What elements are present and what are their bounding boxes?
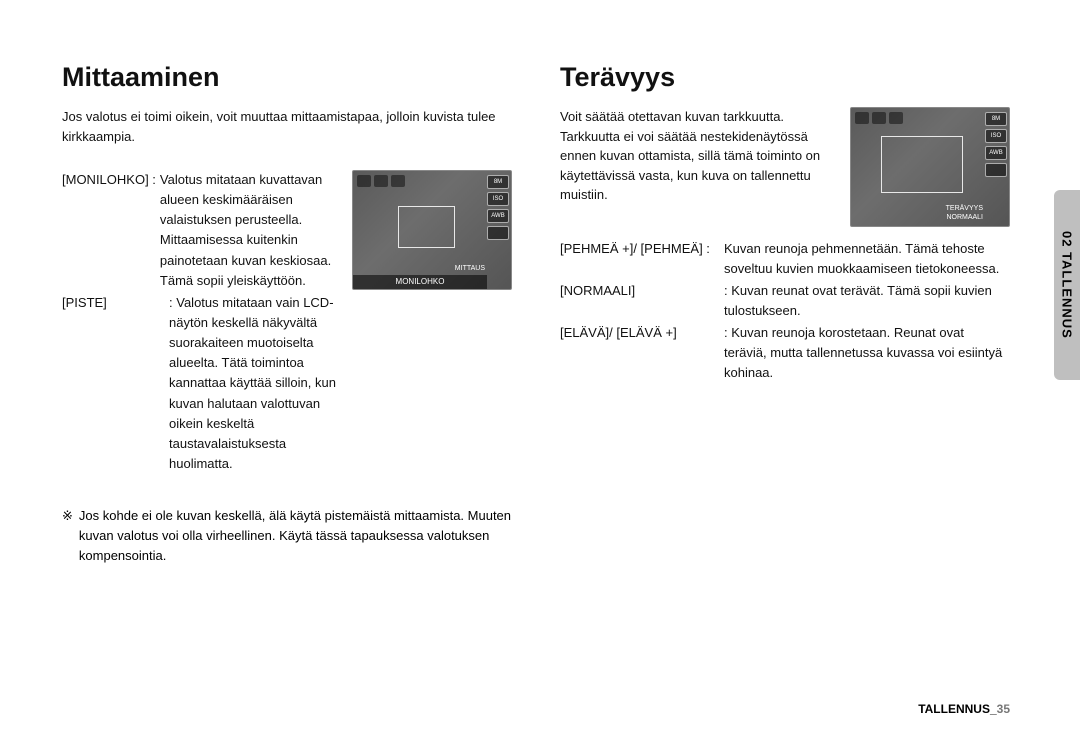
heading-mittaaminen: Mittaaminen: [62, 62, 512, 93]
lcd-sharpness-labels: TERÄVYYS NORMAALI: [946, 205, 983, 222]
intro-mittaaminen: Jos valotus ei toimi oikein, voit muutta…: [62, 107, 512, 146]
camera-lcd-sharpness: 8MISOAWB TERÄVYYS NORMAALI: [850, 107, 1010, 227]
def-text-elava: Kuvan reunoja korostetaan. Reunat ovat t…: [724, 325, 1002, 380]
heading-teravyys: Terävyys: [560, 62, 1010, 93]
section-mittaaminen: Mittaaminen Jos valotus ei toimi oikein,…: [62, 62, 512, 567]
def-text-pehmea: Kuvan reunoja pehmennetään. Tämä tehoste…: [724, 239, 1010, 279]
page-footer: TALLENNUS_35: [918, 702, 1010, 716]
lcd-bottom-label: MONILOHKO: [353, 275, 487, 289]
def-label-pehmea: [PEHMEÄ +]/ [PEHMEÄ] :: [560, 239, 724, 279]
note-mark-icon: ※: [62, 506, 79, 566]
note-text: Jos kohde ei ole kuvan keskellä, älä käy…: [79, 506, 512, 566]
def-label-normaali: [NORMAALI]: [560, 281, 724, 321]
section-teravyys: Terävyys 8MISOAWB TERÄVYYS NORMAALI Voit…: [560, 62, 1010, 567]
def-text-monilohko: Valotus mitataan kuvattavan alueen keski…: [160, 170, 338, 291]
definitions-right: [PEHMEÄ +]/ [PEHMEÄ] : Kuvan reunoja peh…: [560, 239, 1010, 384]
footer-page-number: 35: [997, 702, 1010, 716]
section-tab-label: 02 TALLENNUS: [1060, 231, 1075, 339]
def-label-piste: [PISTE]: [62, 293, 169, 474]
footer-text: TALLENNUS_: [918, 702, 996, 716]
def-text-piste: Valotus mitataan vain LCD-näytön keskell…: [169, 295, 336, 471]
camera-lcd-metering: 8MISOAWB MITTAUS MONILOHKO: [352, 170, 512, 290]
def-label-elava: [ELÄVÄ]/ [ELÄVÄ +]: [560, 323, 724, 383]
note-mittaaminen: ※ Jos kohde ei ole kuvan keskellä, älä k…: [62, 506, 512, 566]
def-text-normaali: Kuvan reunat ovat terävät. Tämä sopii ku…: [724, 283, 992, 318]
section-tab: 02 TALLENNUS: [1054, 190, 1080, 380]
def-label-monilohko: [MONILOHKO] :: [62, 170, 160, 291]
lcd-side-label: MITTAUS: [455, 265, 485, 273]
